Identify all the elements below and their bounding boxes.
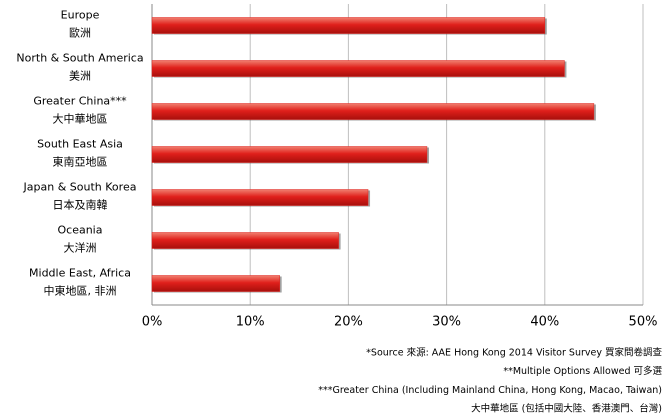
category-label-zh: 中東地區, 非洲 (44, 285, 117, 298)
x-tick-label: 50% (629, 315, 658, 330)
bar (151, 189, 369, 206)
category-label-zh: 日本及南韓 (53, 198, 108, 212)
category-label: Oceania (58, 224, 103, 237)
bar (151, 60, 565, 77)
category-label-zh: 東南亞地區 (53, 156, 108, 169)
bar (151, 146, 428, 163)
category-label: Greater China*** (33, 95, 127, 108)
bar (151, 232, 339, 249)
category-label: Europe (61, 9, 100, 22)
bar (151, 17, 546, 34)
category-label: Japan & South Korea (23, 181, 137, 194)
category-label-zh: 大洋洲 (64, 241, 97, 255)
x-tick-label: 40% (530, 315, 559, 330)
category-label: South East Asia (37, 138, 123, 151)
x-tick-label: 0% (142, 315, 163, 330)
category-label-zh: 大中華地區 (53, 112, 108, 126)
bar (151, 103, 595, 120)
footnote: **Multiple Options Allowed 可多選 (503, 365, 662, 377)
category-label-zh: 歐洲 (69, 26, 91, 40)
category-label: North & South America (16, 52, 143, 65)
footnote: 大中華地區 (包括中國大陸、香港澳門、台灣) (471, 403, 662, 415)
footnote: ***Greater China (Including Mainland Chi… (318, 385, 662, 396)
category-label: Middle East, Africa (29, 267, 131, 280)
footnote: *Source 來源: AAE Hong Kong 2014 Visitor S… (366, 347, 662, 359)
category-label-zh: 美洲 (69, 70, 91, 83)
bar (151, 275, 280, 292)
x-tick-label: 10% (236, 315, 265, 330)
x-tick-label: 30% (432, 315, 461, 330)
x-tick-label: 20% (334, 315, 363, 330)
